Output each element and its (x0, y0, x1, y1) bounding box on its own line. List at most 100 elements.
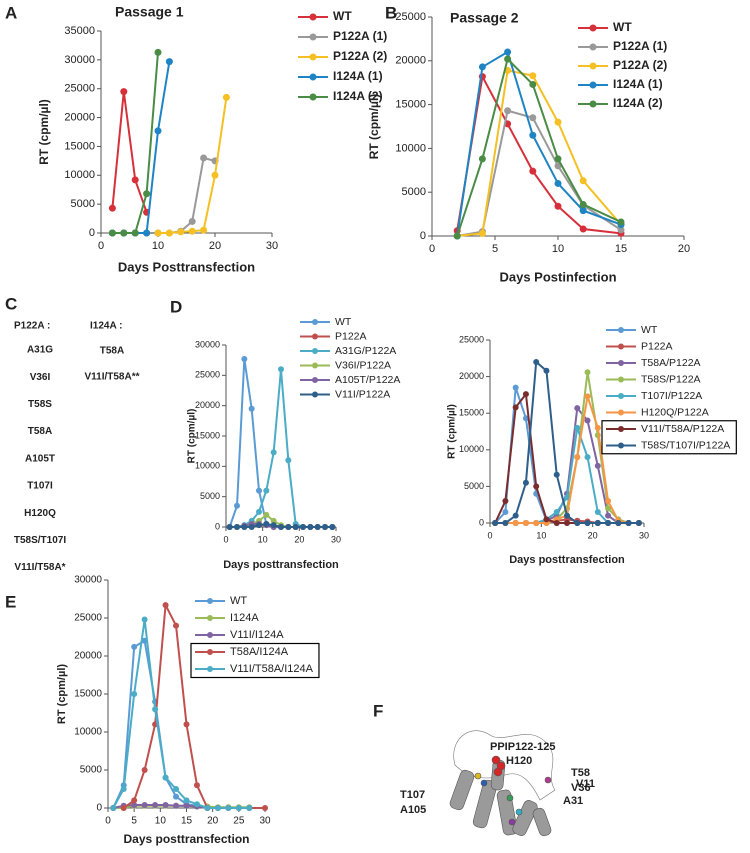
x-tick-label: 5 (492, 243, 498, 255)
data-point (120, 786, 127, 792)
data-point (131, 643, 138, 650)
data-point (554, 179, 562, 187)
data-point (165, 229, 173, 237)
panel-letter: C (5, 294, 17, 313)
legend-label: H120Q/P122A (641, 406, 709, 418)
data-point (234, 502, 240, 509)
data-point (270, 449, 277, 456)
data-point (300, 524, 306, 530)
mutation-header: P122A : (14, 321, 50, 332)
data-point (278, 366, 284, 373)
data-point (131, 229, 139, 237)
legend-label: WT (641, 324, 658, 336)
data-point (529, 72, 537, 80)
legend-label: A31G/P122A (335, 345, 396, 357)
panel-letter: E (5, 592, 16, 611)
legend-marker (207, 666, 213, 672)
y-tick-label: 20000 (459, 371, 484, 381)
y-tick-label: 15000 (195, 430, 220, 440)
mutation-header: I124A : (90, 321, 122, 332)
data-point (270, 522, 277, 529)
data-point (594, 509, 601, 516)
data-point (512, 520, 519, 526)
data-point (292, 524, 299, 530)
legend-marker (309, 73, 317, 81)
data-point (131, 176, 139, 184)
legend-marker (618, 442, 624, 449)
residue-label: T58 (571, 767, 590, 779)
legend-marker (312, 391, 318, 398)
data-point (502, 498, 509, 505)
chart-title: Passage 2 (450, 10, 519, 26)
series-line (495, 372, 639, 524)
legend-label: P122A (1) (613, 39, 667, 53)
data-point (522, 479, 529, 486)
legend-label: T58A/I124A (230, 646, 289, 658)
legend-marker (309, 33, 317, 41)
legend-marker (312, 319, 318, 325)
panel-letter: F (373, 701, 383, 720)
legend-label: T58S/T107I/P122A (641, 439, 730, 451)
y-tick-label: 25000 (395, 11, 426, 23)
x-axis-label: Days posttransfection (509, 554, 625, 566)
data-point (152, 706, 159, 713)
data-point (120, 88, 128, 96)
series-line (158, 97, 228, 234)
y-tick-label: 25000 (74, 613, 102, 624)
legend-label: P122A (1) (333, 29, 387, 43)
data-point (204, 805, 211, 811)
x-tick-label: 0 (223, 534, 228, 544)
x-tick-label: 30 (266, 240, 278, 252)
data-point (564, 494, 570, 501)
data-point (120, 805, 127, 811)
residue-label: V11 (576, 778, 595, 790)
x-tick-label: 0 (98, 240, 104, 252)
data-point (574, 520, 581, 526)
data-point (263, 511, 270, 518)
data-point (529, 80, 537, 88)
data-point (322, 524, 328, 530)
data-point (605, 512, 612, 519)
y-tick-label: 15000 (64, 140, 95, 152)
data-point (200, 154, 208, 162)
x-axis-label: Days Postinfection (499, 269, 616, 284)
data-point (635, 520, 642, 526)
data-point (584, 520, 591, 526)
data-point (241, 355, 248, 362)
residue-label: A105 (400, 804, 426, 816)
data-point (222, 93, 230, 101)
data-point (529, 114, 537, 122)
series-line (457, 109, 622, 237)
data-point (285, 457, 292, 464)
data-point (225, 805, 232, 811)
data-point (141, 616, 148, 623)
legend-marker (618, 360, 624, 366)
data-point (162, 602, 169, 609)
data-point (594, 520, 601, 526)
legend-marker (618, 426, 624, 432)
data-point (564, 512, 570, 519)
y-tick-label: 5000 (402, 186, 426, 198)
data-point (605, 505, 612, 512)
data-point (579, 225, 587, 233)
legend-marker (207, 615, 213, 621)
x-tick-label: 30 (259, 816, 271, 827)
residue-label: A31 (563, 795, 583, 807)
legend-label: WT (333, 9, 352, 23)
data-point (529, 131, 537, 139)
mutation-item: V11I/T58A** (84, 372, 139, 383)
mutation-item: V36I (30, 372, 51, 383)
legend-label: A105T/P122A (335, 374, 400, 386)
data-point (478, 229, 486, 237)
data-point (173, 786, 180, 792)
data-point (504, 107, 512, 115)
legend-label: I124A (1) (613, 77, 663, 91)
series-line (123, 601, 265, 809)
legend-marker (309, 93, 317, 101)
data-point (554, 118, 562, 126)
data-point (234, 524, 240, 530)
legend-label: I124A (2) (333, 89, 383, 103)
data-point (504, 55, 512, 63)
legend-label: WT (613, 20, 632, 34)
